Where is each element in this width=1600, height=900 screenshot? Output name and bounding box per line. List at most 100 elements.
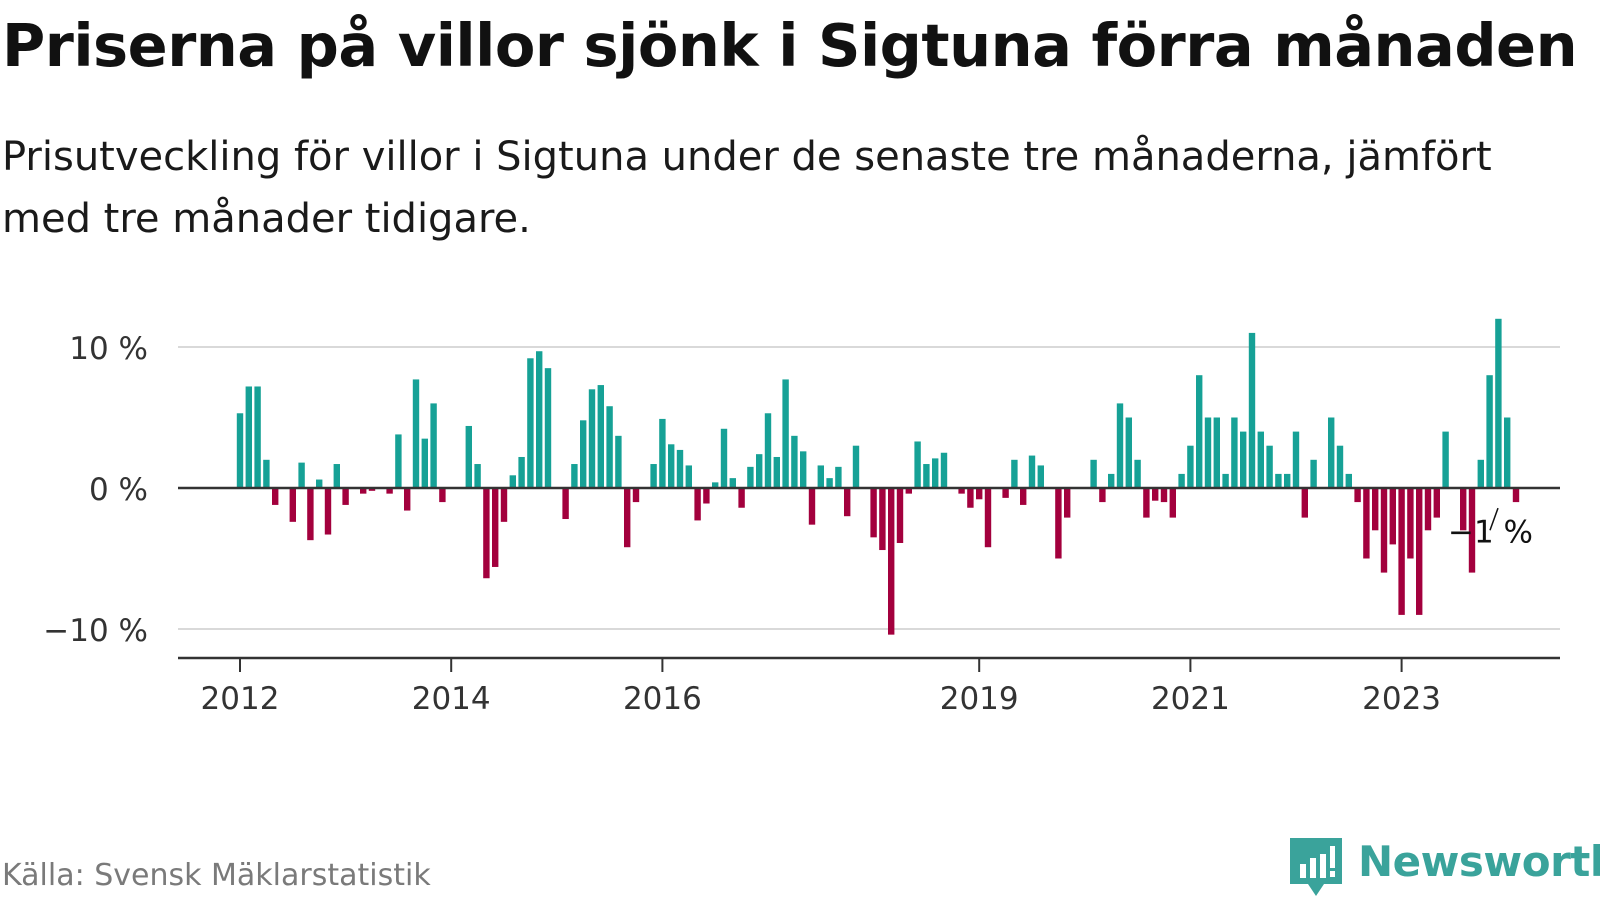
bar[interactable]	[439, 488, 446, 503]
bar[interactable]	[430, 403, 437, 488]
bar[interactable]	[1504, 417, 1511, 489]
bar[interactable]	[1345, 473, 1352, 488]
bar[interactable]	[386, 488, 393, 494]
bar[interactable]	[1002, 488, 1009, 498]
bar[interactable]	[1442, 431, 1449, 488]
bar[interactable]	[404, 488, 411, 511]
bar[interactable]	[395, 434, 402, 488]
bar[interactable]	[1169, 488, 1176, 518]
bar[interactable]	[1037, 465, 1044, 488]
bar[interactable]	[659, 418, 666, 488]
bar[interactable]	[236, 413, 244, 488]
bar[interactable]	[624, 488, 631, 548]
bar[interactable]	[958, 488, 965, 494]
bar[interactable]	[879, 488, 886, 551]
bar[interactable]	[544, 368, 552, 488]
bar[interactable]	[1266, 445, 1273, 488]
bar[interactable]	[1134, 459, 1141, 488]
bar[interactable]	[1204, 417, 1212, 489]
bar[interactable]	[1248, 332, 1256, 488]
bar[interactable]	[976, 488, 983, 500]
bar[interactable]	[421, 438, 428, 488]
bar[interactable]	[1495, 318, 1502, 488]
bar[interactable]	[1213, 417, 1220, 489]
bar[interactable]	[676, 449, 684, 488]
bar[interactable]	[333, 464, 340, 488]
bar[interactable]	[1416, 488, 1423, 615]
bar[interactable]	[1512, 488, 1520, 503]
bar[interactable]	[1284, 473, 1291, 488]
bar[interactable]	[1116, 403, 1124, 488]
bar[interactable]	[905, 488, 912, 494]
bar[interactable]	[1424, 488, 1432, 531]
bar[interactable]	[870, 488, 877, 538]
bar[interactable]	[588, 389, 596, 488]
bar[interactable]	[597, 385, 604, 488]
bar[interactable]	[492, 488, 499, 567]
bar[interactable]	[1231, 417, 1238, 489]
bar[interactable]	[791, 435, 798, 488]
bar[interactable]	[1468, 488, 1476, 573]
bar[interactable]	[896, 488, 904, 543]
bar[interactable]	[1187, 445, 1194, 488]
bar[interactable]	[1292, 431, 1300, 488]
bar[interactable]	[844, 488, 851, 517]
bar[interactable]	[835, 466, 842, 488]
bar[interactable]	[738, 488, 745, 508]
bar[interactable]	[888, 488, 895, 635]
bar[interactable]	[1099, 488, 1106, 503]
bar[interactable]	[817, 465, 824, 488]
bar[interactable]	[316, 479, 323, 488]
bar[interactable]	[465, 425, 472, 488]
bar[interactable]	[932, 458, 939, 488]
bar[interactable]	[1108, 473, 1115, 488]
bar[interactable]	[914, 441, 921, 488]
bar[interactable]	[307, 488, 314, 541]
bar[interactable]	[668, 444, 675, 488]
bar[interactable]	[245, 386, 252, 488]
bar[interactable]	[764, 413, 772, 488]
bar[interactable]	[272, 488, 279, 505]
bar[interactable]	[984, 488, 992, 548]
bar[interactable]	[1020, 488, 1027, 505]
bar[interactable]	[1328, 417, 1335, 489]
bar[interactable]	[1160, 488, 1168, 503]
bar[interactable]	[800, 451, 807, 488]
bar[interactable]	[1301, 488, 1308, 518]
bar[interactable]	[500, 488, 508, 522]
bar[interactable]	[1407, 488, 1414, 559]
bar[interactable]	[298, 462, 305, 488]
bar[interactable]	[1389, 488, 1396, 545]
bar[interactable]	[1275, 473, 1282, 488]
bar[interactable]	[1310, 459, 1317, 488]
newsworthy-logo[interactable]: Newsworthy	[1290, 838, 1600, 900]
bar[interactable]	[562, 488, 569, 520]
bar[interactable]	[923, 464, 930, 488]
bar[interactable]	[1152, 488, 1159, 501]
bar[interactable]	[1064, 488, 1071, 518]
bar[interactable]	[1380, 488, 1388, 573]
bar[interactable]	[756, 454, 763, 488]
bar[interactable]	[1055, 488, 1062, 559]
bar[interactable]	[1398, 488, 1405, 615]
bar[interactable]	[1196, 375, 1203, 488]
bar[interactable]	[1486, 375, 1493, 488]
bar[interactable]	[606, 406, 613, 488]
bar[interactable]	[412, 379, 420, 488]
bar[interactable]	[483, 488, 490, 579]
bar[interactable]	[694, 488, 701, 521]
bar[interactable]	[527, 358, 534, 488]
bar[interactable]	[615, 435, 622, 488]
bar[interactable]	[324, 488, 332, 535]
bar[interactable]	[940, 452, 948, 488]
bar[interactable]	[1460, 488, 1467, 531]
bar[interactable]	[967, 488, 974, 508]
bar[interactable]	[685, 465, 692, 488]
bar[interactable]	[720, 428, 728, 488]
bar[interactable]	[712, 482, 719, 488]
bar[interactable]	[1257, 431, 1264, 488]
bar[interactable]	[536, 351, 543, 488]
bar[interactable]	[1090, 459, 1097, 488]
bar[interactable]	[368, 488, 376, 491]
bar[interactable]	[474, 464, 481, 488]
